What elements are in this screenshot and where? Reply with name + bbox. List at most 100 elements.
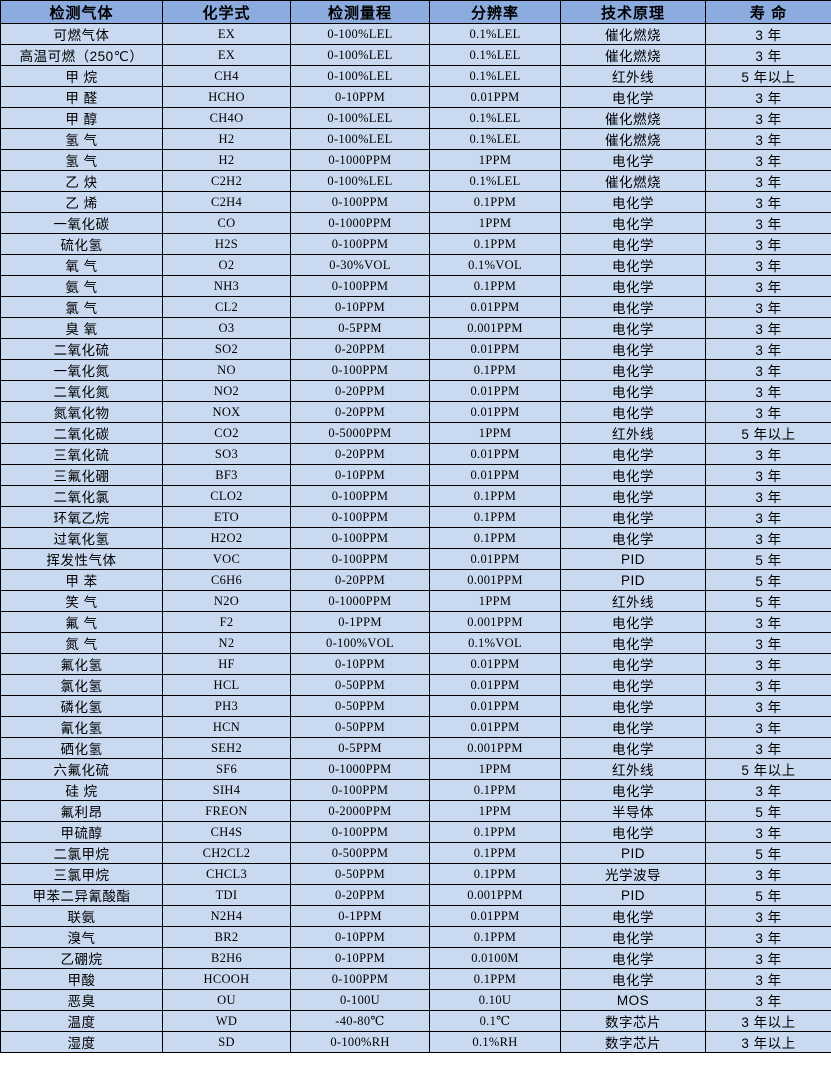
cell-gas: 甲 苯 (0, 569, 163, 591)
cell-resolution: 0.01PPM (429, 695, 561, 717)
cell-resolution: 0.001PPM (429, 317, 561, 339)
cell-formula: C2H4 (162, 191, 291, 213)
cell-formula: EX (162, 44, 291, 66)
table-row: 恶臭 OU 0-100U 0.10U MOS 3 年 (0, 989, 831, 1011)
table-row: 甲硫醇 CH4S 0-100PPM 0.1PPM 电化学 3 年 (0, 821, 831, 843)
cell-tech: 电化学 (560, 947, 706, 969)
column-header-life: 寿 命 (705, 0, 831, 24)
cell-life: 3 年 (705, 359, 831, 381)
cell-tech: 电化学 (560, 737, 706, 759)
cell-range: 0-100PPM (290, 506, 430, 528)
cell-tech: 电化学 (560, 821, 706, 843)
cell-resolution: 0.1%VOL (429, 254, 561, 276)
table-body: 可燃气体 EX 0-100%LEL 0.1%LEL 催化燃烧 3 年高温可燃（250℃） E… (0, 23, 831, 1053)
cell-formula: BF3 (162, 464, 291, 486)
cell-formula: N2O (162, 590, 291, 612)
table-row: 磷化氢 PH3 0-50PPM 0.01PPM 电化学 3 年 (0, 695, 831, 717)
cell-range: 0-100%RH (290, 1031, 430, 1053)
cell-range: 0-5PPM (290, 737, 430, 759)
cell-life: 3 年 (705, 464, 831, 486)
cell-formula: CO (162, 212, 291, 234)
cell-gas: 氟 气 (0, 611, 163, 633)
cell-range: 0-100%LEL (290, 128, 430, 150)
cell-tech: 电化学 (560, 296, 706, 318)
cell-life: 5 年以上 (705, 65, 831, 87)
cell-life: 3 年 (705, 674, 831, 696)
cell-formula: SIH4 (162, 779, 291, 801)
cell-tech: 电化学 (560, 443, 706, 465)
cell-formula: NOX (162, 401, 291, 423)
cell-formula: H2 (162, 128, 291, 150)
column-header-tech: 技术原理 (560, 0, 706, 24)
cell-life: 3 年 (705, 716, 831, 738)
cell-tech: 红外线 (560, 422, 706, 444)
cell-formula: NH3 (162, 275, 291, 297)
cell-tech: 电化学 (560, 632, 706, 654)
table-row: 三氟化硼 BF3 0-10PPM 0.01PPM 电化学 3 年 (0, 464, 831, 486)
cell-resolution: 0.1PPM (429, 191, 561, 213)
cell-range: 0-20PPM (290, 569, 430, 591)
cell-range: 0-5PPM (290, 317, 430, 339)
cell-tech: 催化燃烧 (560, 44, 706, 66)
cell-formula: H2 (162, 149, 291, 171)
cell-resolution: 0.10U (429, 989, 561, 1011)
cell-resolution: 0.1PPM (429, 842, 561, 864)
cell-life: 5 年 (705, 884, 831, 906)
cell-life: 3 年 (705, 401, 831, 423)
column-header-resolution: 分辨率 (429, 0, 561, 24)
gas-detection-spec-table: 检测气体 化学式 检测量程 分辨率 技术原理 寿 命 可燃气体 EX 0-100%L… (0, 0, 831, 1053)
cell-resolution: 0.1PPM (429, 485, 561, 507)
table-row: 乙硼烷 B2H6 0-10PPM 0.0100M 电化学 3 年 (0, 947, 831, 969)
table-row: 硒化氢 SEH2 0-5PPM 0.001PPM 电化学 3 年 (0, 737, 831, 759)
cell-range: 0-20PPM (290, 338, 430, 360)
cell-resolution: 0.1PPM (429, 359, 561, 381)
cell-range: 0-100U (290, 989, 430, 1011)
cell-formula: BR2 (162, 926, 291, 948)
cell-resolution: 0.1%LEL (429, 128, 561, 150)
table-row: 硫化氢 H2S 0-100PPM 0.1PPM 电化学 3 年 (0, 233, 831, 255)
cell-range: 0-20PPM (290, 401, 430, 423)
cell-life: 3 年 (705, 107, 831, 129)
cell-formula: CH4 (162, 65, 291, 87)
cell-tech: 催化燃烧 (560, 128, 706, 150)
table-row: 二氧化氮 NO2 0-20PPM 0.01PPM 电化学 3 年 (0, 380, 831, 402)
cell-life: 3 年 (705, 485, 831, 507)
cell-tech: 电化学 (560, 716, 706, 738)
cell-gas: 磷化氢 (0, 695, 163, 717)
cell-range: 0-100PPM (290, 821, 430, 843)
cell-gas: 氢 气 (0, 149, 163, 171)
table-row: 氯化氢 HCL 0-50PPM 0.01PPM 电化学 3 年 (0, 674, 831, 696)
cell-life: 3 年 (705, 149, 831, 171)
cell-gas: 硫化氢 (0, 233, 163, 255)
cell-life: 5 年以上 (705, 758, 831, 780)
cell-tech: 电化学 (560, 674, 706, 696)
cell-tech: 电化学 (560, 905, 706, 927)
cell-formula: N2 (162, 632, 291, 654)
table-row: 溴气 BR2 0-10PPM 0.1PPM 电化学 3 年 (0, 926, 831, 948)
cell-gas: 氯化氢 (0, 674, 163, 696)
cell-formula: SF6 (162, 758, 291, 780)
cell-resolution: 1PPM (429, 758, 561, 780)
cell-tech: 半导体 (560, 800, 706, 822)
cell-range: 0-100PPM (290, 968, 430, 990)
cell-resolution: 0.01PPM (429, 401, 561, 423)
cell-tech: 电化学 (560, 149, 706, 171)
cell-resolution: 0.1PPM (429, 275, 561, 297)
cell-life: 3 年 (705, 128, 831, 150)
cell-formula: HF (162, 653, 291, 675)
cell-formula: B2H6 (162, 947, 291, 969)
cell-formula: VOC (162, 548, 291, 570)
table-row: 六氟化硫 SF6 0-1000PPM 1PPM 红外线 5 年以上 (0, 758, 831, 780)
cell-range: 0-10PPM (290, 947, 430, 969)
cell-range: 0-1PPM (290, 611, 430, 633)
cell-gas: 挥发性气体 (0, 548, 163, 570)
cell-tech: 红外线 (560, 65, 706, 87)
cell-formula: TDI (162, 884, 291, 906)
cell-life: 3 年 (705, 191, 831, 213)
cell-formula: H2S (162, 233, 291, 255)
cell-formula: WD (162, 1010, 291, 1032)
table-row: 三氯甲烷 CHCL3 0-50PPM 0.1PPM 光学波导 3 年 (0, 863, 831, 885)
cell-life: 3 年 (705, 695, 831, 717)
cell-life: 3 年 (705, 611, 831, 633)
cell-tech: 电化学 (560, 317, 706, 339)
